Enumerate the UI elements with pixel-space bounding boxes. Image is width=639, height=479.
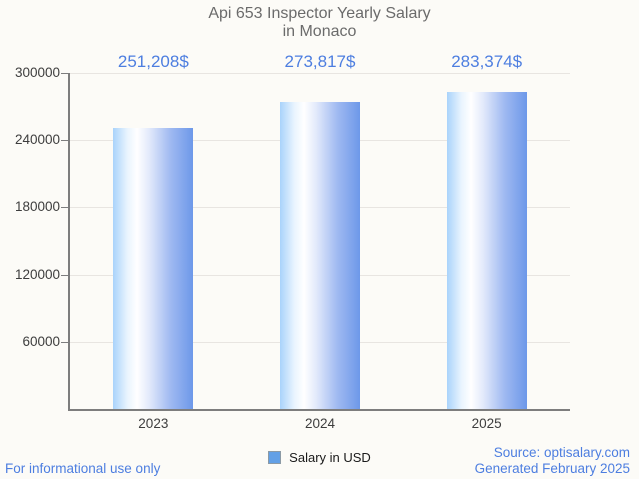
gridline-300000: [70, 73, 570, 74]
y-tick-label-300000: 300000: [14, 65, 60, 80]
chart-title-line2: in Monaco: [282, 23, 357, 40]
y-tick-300000: [61, 73, 68, 74]
value-label-2024: 273,817$: [284, 52, 356, 71]
legend-marker-square: [268, 451, 282, 464]
y-tick-label-60000: 60000: [22, 333, 60, 349]
chart-title-line1: Api 653 Inspector Yearly Salary: [208, 5, 431, 22]
value-label-2023: 251,208$: [117, 52, 189, 71]
legend: Salary in USD: [0, 450, 639, 465]
source-text: Source: optisalary.com: [493, 445, 630, 460]
source-block: Source: optisalary.com Generated Februar…: [475, 445, 630, 476]
y-tick-180000: [61, 207, 68, 209]
bar-2023: [113, 127, 194, 409]
y-tick-60000: [61, 341, 68, 343]
bar-2025: [446, 91, 527, 409]
y-tick-label-120000: 120000: [14, 266, 60, 282]
plot-area: 60000 120000 180000 240000 300000 251,208$ 202…: [15, 52, 570, 431]
x-category-label-2024: 2024: [304, 416, 336, 431]
y-tick-label-240000: 240000: [14, 132, 60, 148]
y-tick-120000: [61, 274, 68, 276]
bar-2024: [280, 102, 360, 409]
chart-title: Api 653 Inspector Yearly Salary in Monac…: [0, 5, 639, 41]
disclaimer-text: For informational use only: [5, 461, 161, 476]
y-tick-label-180000: 180000: [14, 199, 60, 215]
y-tick-240000: [61, 140, 68, 142]
value-label-2025: 283,374$: [451, 52, 523, 71]
x-category-label-2025: 2025: [471, 416, 502, 431]
x-axis-line: [68, 409, 570, 411]
x-category-label-2023: 2023: [138, 416, 169, 431]
generated-text: Generated February 2025: [474, 460, 630, 476]
y-axis-line: [68, 73, 70, 411]
legend-label: Salary in USD: [289, 450, 371, 465]
